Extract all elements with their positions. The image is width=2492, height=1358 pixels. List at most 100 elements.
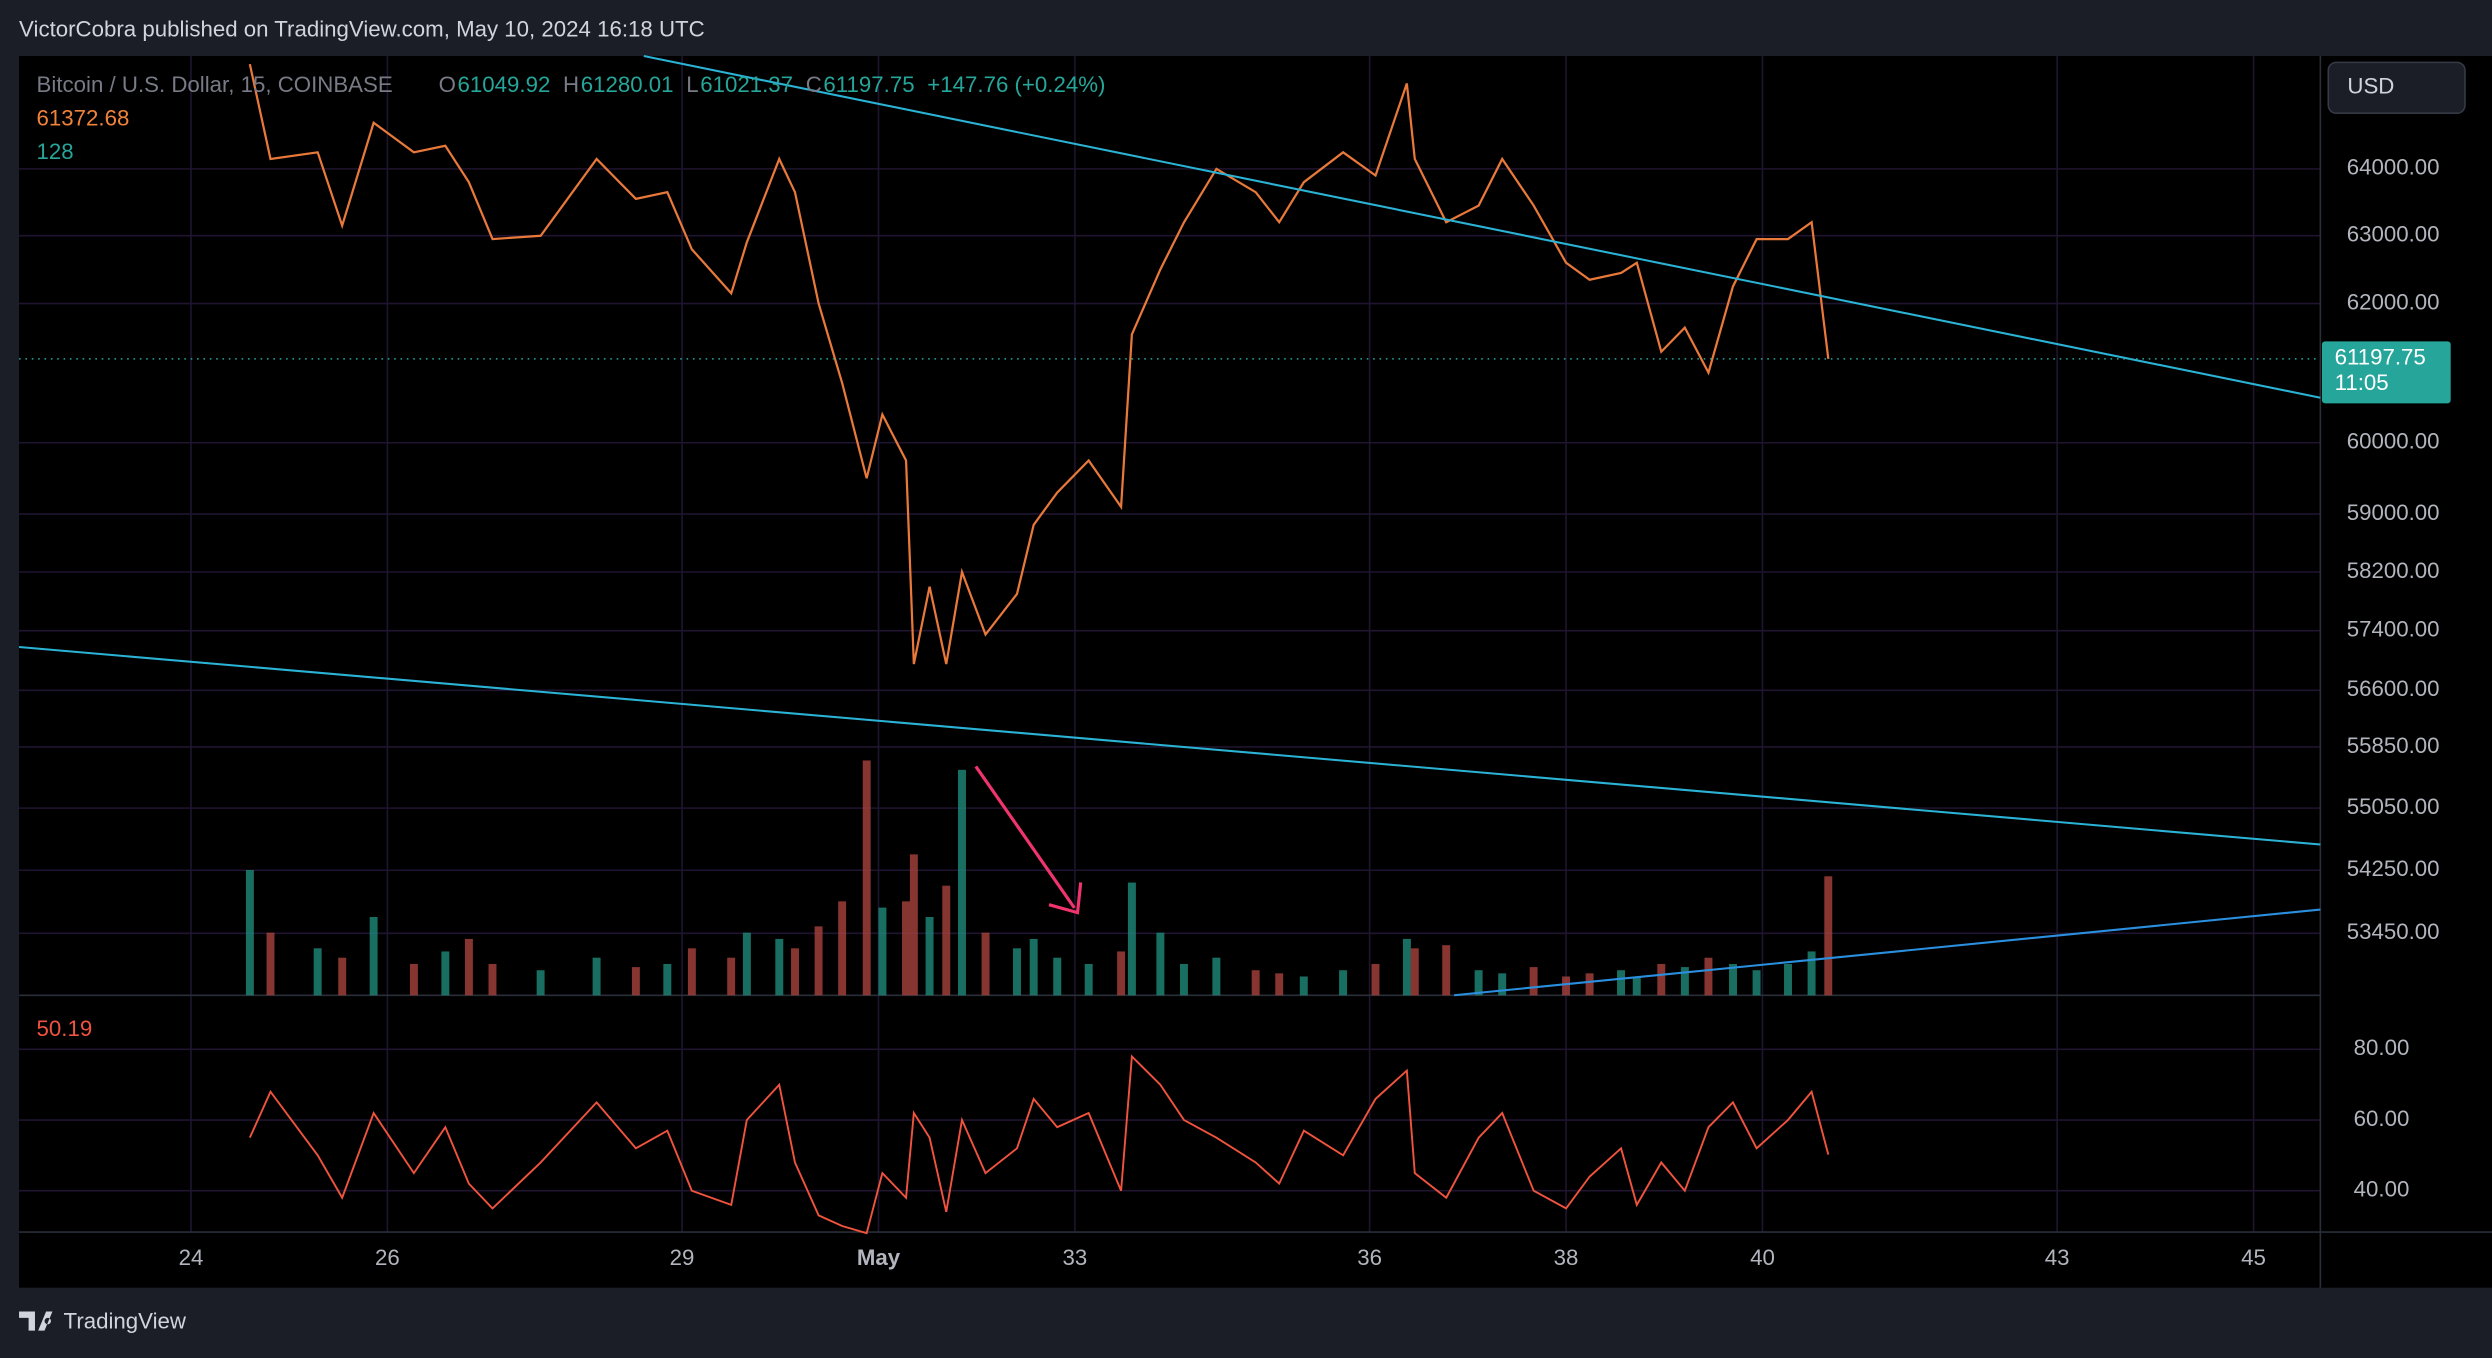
volume-bar xyxy=(958,769,966,996)
volume-bar xyxy=(1442,945,1451,996)
volume-bar xyxy=(1632,976,1641,996)
volume-bar xyxy=(1680,967,1689,996)
x-tick-label: 40 xyxy=(1750,1245,1775,1270)
volume-bar xyxy=(862,760,871,996)
y-tick-label: 53450.00 xyxy=(2347,919,2440,944)
volume-bar xyxy=(814,926,823,996)
volume-bar xyxy=(1784,963,1792,996)
y-tick-label: 62000.00 xyxy=(2347,289,2440,314)
volume-bar xyxy=(313,948,322,996)
volume-bar xyxy=(1752,970,1761,996)
volume-bar xyxy=(1498,973,1507,996)
volume-bar xyxy=(464,938,473,996)
volume-bar xyxy=(1704,957,1713,996)
volume-bar xyxy=(687,948,696,996)
volume-bar xyxy=(631,967,640,996)
volume-bar xyxy=(1617,970,1626,996)
y-tick-label: 58200.00 xyxy=(2347,558,2440,583)
y-tick-label: 63000.00 xyxy=(2347,222,2440,247)
price-line xyxy=(248,63,1830,665)
volume-bar xyxy=(1474,970,1483,996)
volume-bar xyxy=(1084,963,1093,996)
rsi-tick-label: 80.00 xyxy=(2354,1035,2410,1060)
x-tick-label: 33 xyxy=(1063,1245,1088,1270)
volume-bar xyxy=(441,951,450,996)
volume-bar xyxy=(1117,951,1126,996)
volume-bar xyxy=(1212,957,1221,996)
y-tick-label: 57400.00 xyxy=(2347,617,2440,642)
ohlc-legend: O 61049.92 H 61280.01 L 61021.37 C 61197.75 +147… xyxy=(439,72,1106,97)
volume-bar xyxy=(942,885,951,996)
volume-bar xyxy=(663,963,672,996)
footer-brand: TradingView xyxy=(64,1309,187,1334)
currency-label[interactable]: USD xyxy=(2347,74,2394,99)
y-tick-label: 60000.00 xyxy=(2347,429,2440,454)
last-price-label: 61197.75 xyxy=(2335,345,2426,370)
volume-bar xyxy=(369,916,378,996)
y-tick-label: 59000.00 xyxy=(2347,500,2440,525)
volume-bar xyxy=(1299,976,1308,996)
volume-bar xyxy=(1585,973,1594,996)
rsi-tick-label: 40.00 xyxy=(2354,1177,2410,1202)
volume-bar xyxy=(338,957,347,996)
x-tick-label: 29 xyxy=(670,1245,695,1270)
volume-bar xyxy=(245,870,254,996)
volume-bar xyxy=(981,932,990,996)
volume-value: 128 xyxy=(37,139,74,164)
x-tick-label: 24 xyxy=(179,1245,204,1270)
volume-bar xyxy=(742,932,751,996)
volume-bar xyxy=(727,957,736,996)
volume-bar xyxy=(1807,951,1816,996)
volume-bar xyxy=(592,957,601,996)
y-tick-label: 55850.00 xyxy=(2347,733,2440,758)
ohlc-value: 61049.92 xyxy=(458,72,551,97)
y-tick-label: 64000.00 xyxy=(2347,155,2440,180)
volume-bar xyxy=(1275,973,1284,996)
ma-value: 61372.68 xyxy=(37,105,130,130)
ohlc-key: H xyxy=(563,72,579,97)
footer-logo: TradingView xyxy=(19,1309,187,1334)
x-tick-label: 43 xyxy=(2045,1245,2070,1270)
currency-button[interactable] xyxy=(2327,61,2466,115)
volume-bar xyxy=(925,916,934,996)
x-tick-label: 45 xyxy=(2241,1245,2266,1270)
volume-bar xyxy=(1053,957,1062,996)
volume-bar xyxy=(1179,963,1188,996)
volume-bar xyxy=(1251,970,1260,996)
volume-bar xyxy=(902,901,910,996)
volume-bar xyxy=(1657,963,1666,996)
volume-bar xyxy=(1339,970,1348,996)
x-tick-label: 26 xyxy=(375,1245,400,1270)
volume-bar xyxy=(838,901,847,996)
y-tick-label: 55050.00 xyxy=(2347,794,2440,819)
volume-bar xyxy=(1410,948,1419,996)
trendline xyxy=(643,54,2321,399)
trendline xyxy=(1453,908,2321,997)
price-label-box xyxy=(2321,341,2451,404)
volume-bar xyxy=(536,970,545,996)
volume-bar xyxy=(266,932,275,996)
ohlc-key: C xyxy=(806,72,822,97)
change-label: +147.76 (+0.24%) xyxy=(927,72,1105,97)
volume-bar xyxy=(1529,967,1538,996)
x-tick-label: 38 xyxy=(1554,1245,1579,1270)
trendline xyxy=(18,645,2321,846)
rsi-line xyxy=(248,1054,1830,1235)
volume-bar xyxy=(1156,932,1165,996)
volume-bar xyxy=(1127,882,1136,996)
volume-bar xyxy=(909,854,918,996)
ohlc-key: L xyxy=(686,72,698,97)
volume-bar xyxy=(791,948,799,996)
volume-bar xyxy=(1029,938,1038,996)
volume-bar xyxy=(1402,938,1411,996)
rsi-value: 50.19 xyxy=(37,1016,93,1041)
x-tick-label: May xyxy=(857,1245,901,1270)
rsi-tick-label: 60.00 xyxy=(2354,1106,2410,1131)
countdown: 11:05 xyxy=(2335,370,2389,395)
arrow-annotation xyxy=(974,765,1083,915)
ohlc-value: 61280.01 xyxy=(581,72,674,97)
volume-bar xyxy=(1824,876,1833,996)
volume-bar xyxy=(1013,948,1021,996)
